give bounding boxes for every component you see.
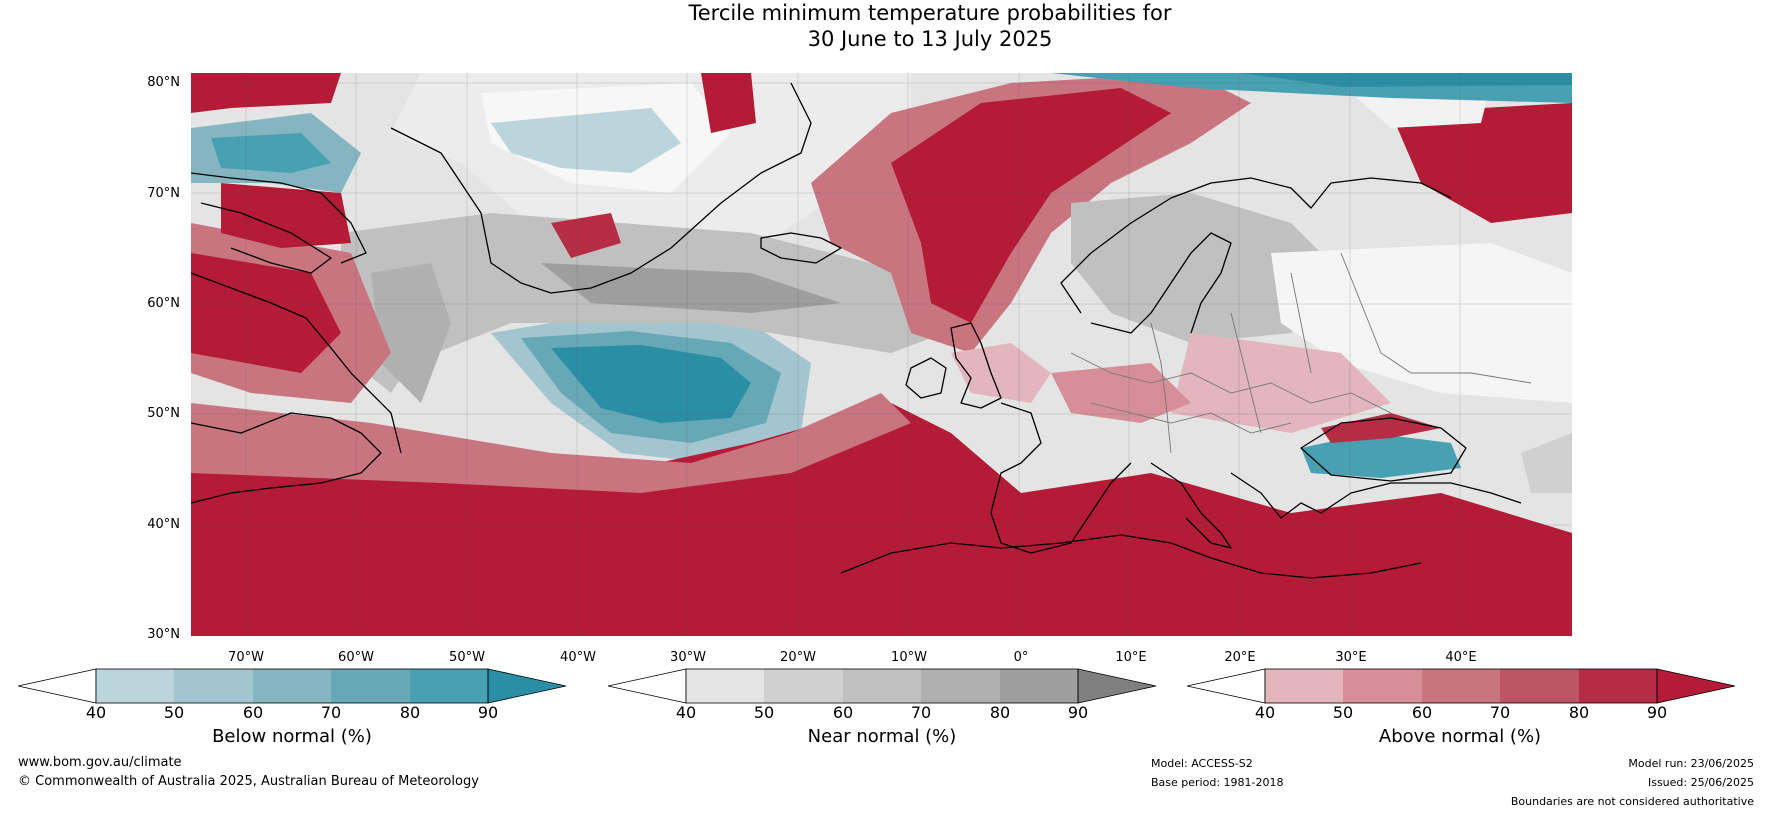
colorbar-tick: 40 bbox=[1254, 703, 1276, 722]
colorbar-tick: 90 bbox=[1646, 703, 1668, 722]
lon-label: 10°E bbox=[1115, 650, 1147, 665]
lat-label: 50°N bbox=[147, 406, 180, 421]
colorbar-tick: 40 bbox=[85, 703, 107, 722]
colorbar-tick: 50 bbox=[753, 703, 775, 722]
lon-label: 50°W bbox=[449, 650, 485, 665]
colorbar-swatch bbox=[1579, 669, 1657, 703]
footer-base-period: Base period: 1981-2018 bbox=[1151, 776, 1284, 789]
colorbar-above-normal-bar bbox=[1187, 668, 1736, 704]
lat-label: 80°N bbox=[147, 75, 180, 90]
footer-copyright: © Commonwealth of Australia 2025, Austra… bbox=[18, 774, 479, 789]
colorbar-swatch bbox=[18, 668, 97, 704]
colorbar-swatch bbox=[764, 669, 843, 703]
colorbar-tick: 70 bbox=[910, 703, 932, 722]
lon-label: 0° bbox=[1013, 650, 1029, 665]
coastlines bbox=[191, 82, 1522, 579]
colorbar-swatch bbox=[1187, 668, 1266, 704]
colorbar-tick: 50 bbox=[1332, 703, 1354, 722]
colorbar-tick: 60 bbox=[242, 703, 264, 722]
footer-issued: Issued: 25/06/2025 bbox=[1647, 776, 1754, 789]
colorbar-swatch bbox=[487, 668, 567, 704]
colorbar-tick: 70 bbox=[320, 703, 342, 722]
colorbar-tick: 50 bbox=[163, 703, 185, 722]
lon-label: 40°W bbox=[560, 650, 596, 665]
title-line-2: 30 June to 13 July 2025 bbox=[807, 27, 1053, 51]
colorbar-swatch bbox=[1422, 669, 1500, 703]
colorbar-tick: 70 bbox=[1489, 703, 1511, 722]
lat-label: 30°N bbox=[147, 627, 180, 642]
lat-label: 60°N bbox=[147, 296, 180, 311]
colorbar-tick: 80 bbox=[399, 703, 421, 722]
lon-label: 20°E bbox=[1224, 650, 1256, 665]
colorbar-swatch bbox=[1077, 668, 1157, 704]
colorbar-below-normal-bar bbox=[18, 668, 567, 704]
colorbar-label: Near normal (%) bbox=[807, 726, 957, 747]
colorbar-swatch bbox=[1656, 668, 1736, 704]
colorbar-near-normal-bar bbox=[608, 668, 1157, 704]
colorbar-swatch bbox=[686, 669, 764, 703]
colorbar-swatch bbox=[921, 669, 1000, 703]
lon-label: 20°W bbox=[780, 650, 816, 665]
lat-label: 70°N bbox=[147, 186, 180, 201]
colorbar-label: Below normal (%) bbox=[212, 726, 372, 747]
colorbar-swatch bbox=[96, 669, 174, 703]
colorbar-swatch bbox=[174, 669, 253, 703]
colorbar-swatch bbox=[608, 668, 687, 704]
colorbar-swatch bbox=[253, 669, 331, 703]
below-normal-black-sea bbox=[1301, 433, 1461, 478]
colorbar-swatch bbox=[1265, 669, 1343, 703]
colorbar-tick: 40 bbox=[675, 703, 697, 722]
probability-map bbox=[191, 73, 1572, 636]
colorbar-tick: 60 bbox=[1411, 703, 1433, 722]
above-normal-south bbox=[191, 403, 1572, 636]
lon-label: 40°E bbox=[1445, 650, 1477, 665]
colorbar-tick: 80 bbox=[1568, 703, 1590, 722]
footer-model-run: Model run: 23/06/2025 bbox=[1628, 757, 1754, 770]
lat-label: 40°N bbox=[147, 517, 180, 532]
lon-label: 10°W bbox=[891, 650, 927, 665]
footer-disclaimer: Boundaries are not considered authoritat… bbox=[1510, 795, 1754, 808]
colorbar-swatch bbox=[410, 669, 488, 703]
colorbar-tick: 90 bbox=[477, 703, 499, 722]
lon-label: 60°W bbox=[338, 650, 374, 665]
colorbar-swatch bbox=[1500, 669, 1579, 703]
colorbar-tick: 90 bbox=[1067, 703, 1089, 722]
lon-label: 30°W bbox=[670, 650, 706, 665]
footer-model: Model: ACCESS-S2 bbox=[1151, 757, 1253, 770]
lon-label: 30°E bbox=[1335, 650, 1367, 665]
title-line-1: Tercile minimum temperature probabilitie… bbox=[688, 1, 1172, 25]
colorbar-swatch bbox=[331, 669, 410, 703]
colorbar-tick: 60 bbox=[832, 703, 854, 722]
colorbar-swatch bbox=[1000, 669, 1078, 703]
lon-label: 70°W bbox=[228, 650, 264, 665]
map-title: Tercile minimum temperature probabilitie… bbox=[0, 0, 1770, 52]
footer-website: www.bom.gov.au/climate bbox=[18, 755, 182, 770]
colorbar-tick: 80 bbox=[989, 703, 1011, 722]
colorbar-label: Above normal (%) bbox=[1378, 726, 1542, 747]
colorbar-swatch bbox=[1343, 669, 1422, 703]
colorbar-swatch bbox=[843, 669, 921, 703]
